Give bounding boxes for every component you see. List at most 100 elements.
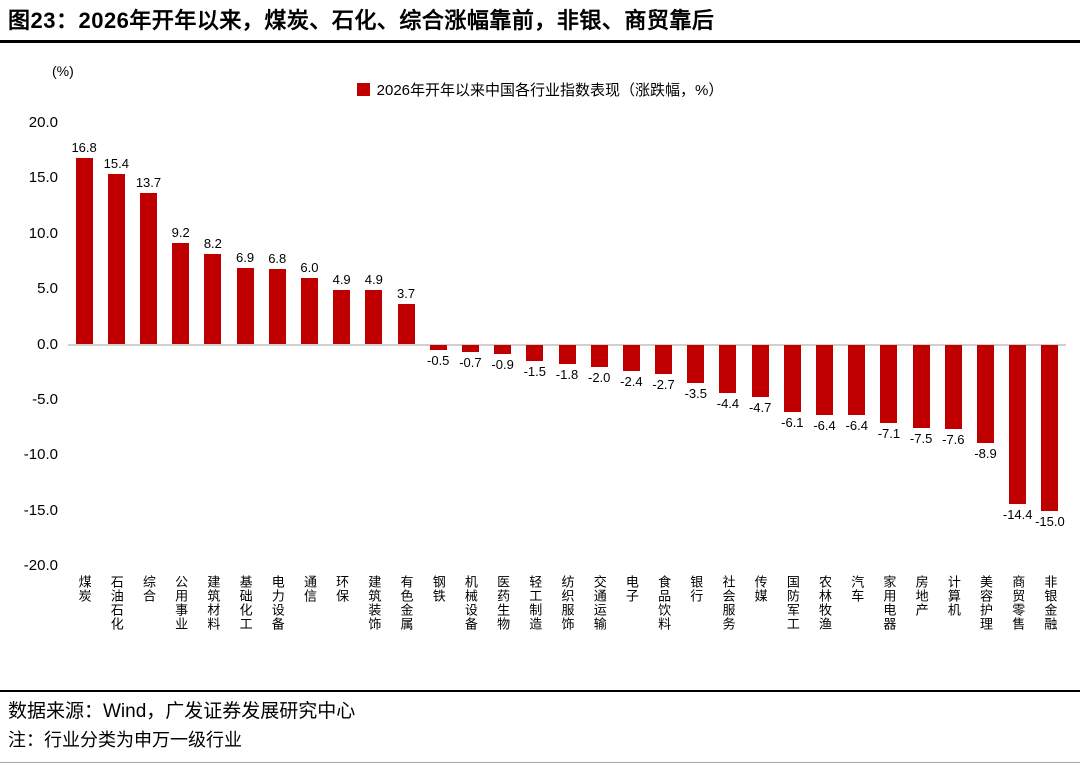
bar-value-label: 16.8 <box>71 140 97 156</box>
category-label: 汽车 <box>849 575 865 603</box>
bottom-rule <box>0 762 1080 763</box>
bar <box>107 173 125 345</box>
bar-value-label: -6.4 <box>845 418 868 434</box>
bar-value-label: -8.9 <box>974 446 997 462</box>
category-label: 基础化工 <box>237 575 253 631</box>
category-label: 电力设备 <box>269 575 285 631</box>
bar <box>944 344 962 429</box>
category-label: 纺织服饰 <box>559 575 575 631</box>
category-label: 非银金融 <box>1042 575 1058 631</box>
bar-value-label: -2.7 <box>652 377 675 393</box>
y-tick-label: 5.0 <box>37 280 58 298</box>
bar <box>816 344 834 416</box>
bar-value-label: 6.0 <box>300 260 319 276</box>
category-label: 煤炭 <box>76 575 92 603</box>
category-label: 医药生物 <box>495 575 511 631</box>
bar <box>397 303 415 345</box>
category-label: 电子 <box>623 575 639 603</box>
category-label: 有色金属 <box>398 575 414 631</box>
bar <box>558 344 576 365</box>
chart-header: 图23：2026年开年以来，煤炭、石化、综合涨幅靠前，非银、商贸靠后 <box>0 0 1080 43</box>
category-label: 银行 <box>688 575 704 603</box>
bar <box>848 344 866 416</box>
category-label: 计算机 <box>945 575 961 617</box>
bar <box>783 344 801 413</box>
bar-value-label: -15.0 <box>1035 513 1065 529</box>
bar <box>172 242 190 345</box>
category-label: 农林牧渔 <box>817 575 833 631</box>
bar-value-label: -4.7 <box>748 399 772 415</box>
bar-value-label: -14.4 <box>1002 506 1033 522</box>
bar <box>977 344 995 444</box>
bar <box>1009 344 1027 504</box>
bar <box>139 192 157 345</box>
category-label: 通信 <box>301 575 317 603</box>
bar-value-label: -2.4 <box>620 374 643 390</box>
bar <box>300 278 318 345</box>
bar-value-label: -6.4 <box>813 418 836 434</box>
bar-value-label: -7.6 <box>942 431 965 447</box>
bar <box>333 290 351 345</box>
bar-value-label: 6.9 <box>236 250 255 266</box>
bar-value-label: -2.0 <box>587 369 611 385</box>
bar-value-label: -7.1 <box>877 426 901 442</box>
bar <box>687 344 705 384</box>
bar-value-label: -7.5 <box>909 430 933 446</box>
bar <box>236 268 254 345</box>
bar <box>204 253 222 345</box>
category-label: 美容护理 <box>978 575 994 631</box>
bar <box>912 344 930 428</box>
category-label: 国防军工 <box>784 575 800 631</box>
bar <box>590 344 608 367</box>
category-label: 房地产 <box>913 575 929 617</box>
bar-value-label: 4.9 <box>332 272 351 288</box>
category-label: 传媒 <box>752 575 768 603</box>
y-tick-label: 0.0 <box>37 335 58 353</box>
bar <box>268 269 286 345</box>
category-label: 交通运输 <box>591 575 607 631</box>
y-tick-label: 15.0 <box>28 169 58 187</box>
bar-value-label: -1.8 <box>555 367 579 383</box>
category-label: 石油石化 <box>108 575 124 631</box>
bar-value-label: 13.7 <box>135 174 162 190</box>
bar <box>75 158 93 345</box>
plot-area: 20.0 15.0 10.0 5.0 0.0 -5.0 -10.0 -15.0 -20.0 16.… <box>0 43 1080 690</box>
bar-value-label: -3.5 <box>684 386 707 402</box>
bar-value-label: -1.5 <box>523 364 546 380</box>
bar <box>365 290 383 345</box>
bar <box>1041 344 1059 511</box>
page-title: 图23：2026年开年以来，煤炭、石化、综合涨幅靠前，非银、商贸靠后 <box>8 8 715 33</box>
y-tick-label: 10.0 <box>28 224 58 242</box>
category-label: 公用事业 <box>173 575 189 631</box>
bar <box>461 344 479 353</box>
bar-value-label: 3.7 <box>396 285 416 301</box>
bar <box>526 344 544 362</box>
bar-value-label: 9.2 <box>171 224 190 240</box>
category-label: 环保 <box>334 575 350 603</box>
chart-footer: 数据来源：Wind，广发证券发展研究中心 注：行业分类为申万一级行业 <box>0 690 1080 751</box>
category-label: 社会服务 <box>720 575 736 631</box>
bar <box>880 344 898 424</box>
category-label: 机械设备 <box>462 575 478 631</box>
bar-chart: (%) 2026年开年以来中国各行业指数表现（涨跌幅，%） 20.0 15.0 10… <box>0 43 1080 690</box>
bar <box>429 344 447 351</box>
legend-label: 2026年开年以来中国各行业指数表现（涨跌幅，%） <box>376 82 724 99</box>
y-tick-label: -5.0 <box>32 390 58 408</box>
bar-value-label: -0.7 <box>459 355 482 371</box>
category-label: 食品饮料 <box>656 575 672 631</box>
bar-value-label: 8.2 <box>203 235 222 251</box>
bar <box>751 344 769 397</box>
bar-value-label: -0.9 <box>491 357 514 373</box>
data-source: 数据来源：Wind，广发证券发展研究中心 <box>8 701 356 722</box>
category-label: 轻工制造 <box>527 575 543 631</box>
category-label: 建筑材料 <box>205 575 221 631</box>
bar <box>655 344 673 375</box>
bar <box>622 344 640 372</box>
y-tick-label: -20.0 <box>23 557 58 574</box>
legend-swatch-icon <box>356 83 370 96</box>
category-label: 钢铁 <box>430 575 446 603</box>
category-label: 综合 <box>140 575 156 603</box>
bar-value-label: 6.8 <box>268 251 287 267</box>
bar <box>494 344 512 355</box>
footer-note: 注：行业分类为申万一级行业 <box>8 730 242 750</box>
